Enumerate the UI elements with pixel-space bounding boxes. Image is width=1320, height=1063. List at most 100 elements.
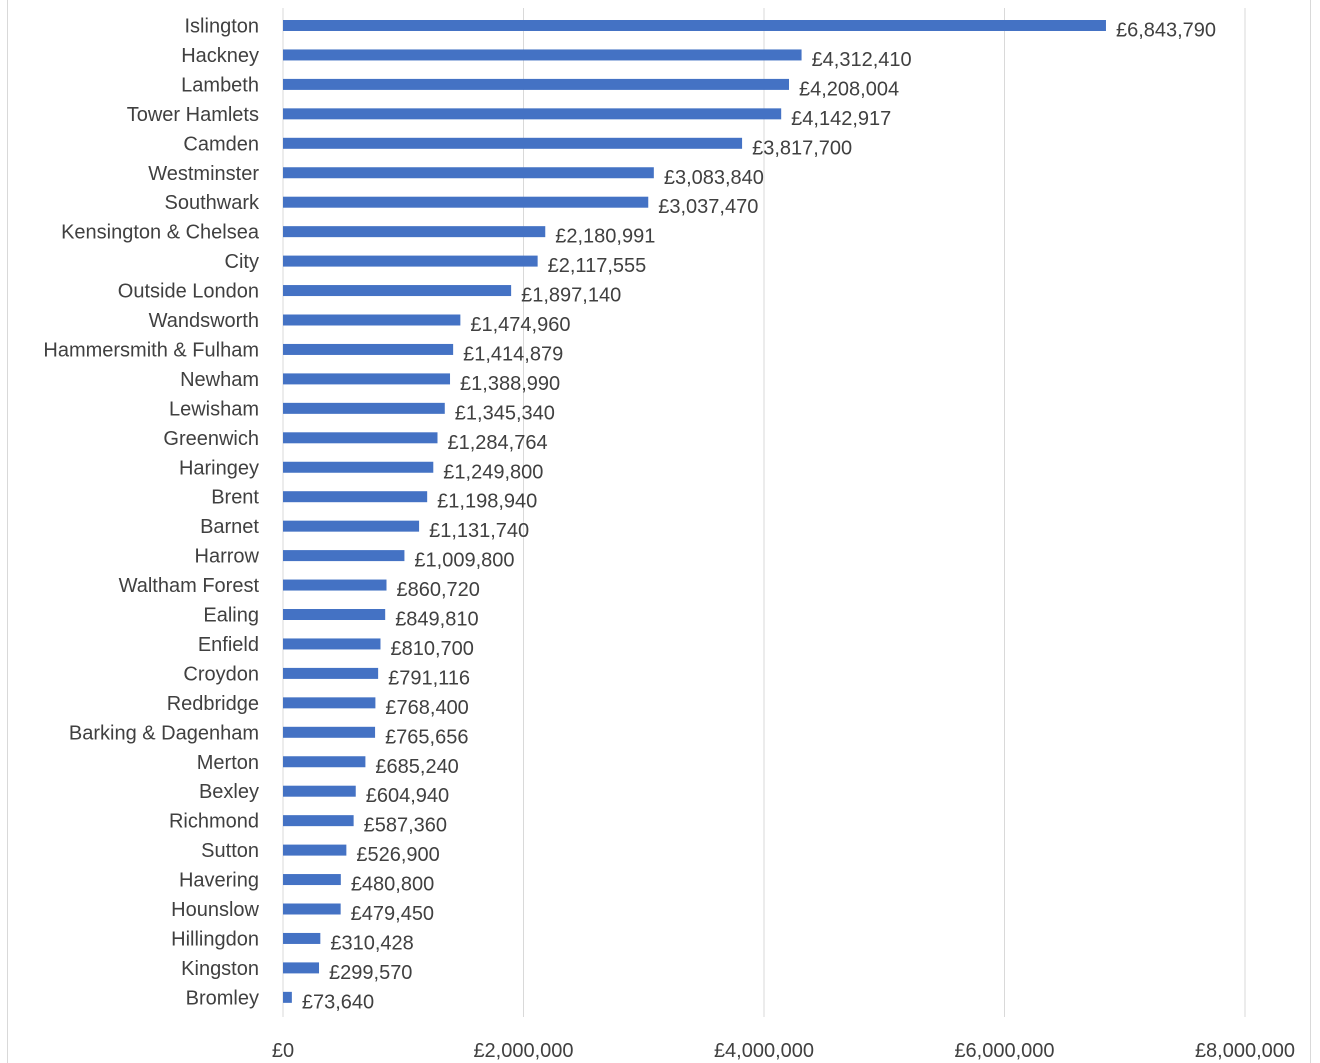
bar — [283, 991, 292, 1003]
bar — [283, 432, 438, 444]
data-label: £73,640 — [302, 991, 374, 1013]
category-label: Hammersmith & Fulham — [43, 339, 259, 361]
data-label: £1,474,960 — [470, 314, 570, 336]
category-label: Newham — [180, 369, 259, 391]
data-label: £526,900 — [356, 844, 439, 866]
data-label: £4,142,917 — [791, 108, 891, 130]
data-label: £860,720 — [397, 579, 480, 601]
category-label: City — [225, 251, 259, 273]
x-tick-label: £6,000,000 — [954, 1040, 1054, 1062]
chart-frame — [7, 0, 1311, 1063]
category-label: Lewisham — [169, 398, 259, 420]
category-label: Croydon — [183, 663, 259, 685]
category-label: Tower Hamlets — [127, 104, 259, 126]
category-label: Westminster — [148, 163, 259, 185]
category-label: Merton — [197, 752, 259, 774]
data-label: £1,009,800 — [414, 550, 514, 572]
bar — [283, 226, 546, 238]
data-label: £1,131,740 — [429, 520, 529, 542]
category-label: Bromley — [186, 987, 259, 1009]
category-label: Hounslow — [171, 899, 259, 921]
category-label: Sutton — [201, 840, 259, 862]
data-label: £1,284,764 — [447, 432, 547, 454]
bars — [283, 20, 1106, 1003]
category-label: Islington — [185, 16, 260, 38]
bar — [283, 962, 320, 974]
category-label: Greenwich — [163, 428, 259, 450]
data-label: £587,360 — [364, 815, 447, 837]
data-label: £2,180,991 — [555, 226, 655, 248]
category-label: Southwark — [165, 192, 260, 214]
bar — [283, 550, 405, 562]
bar — [283, 667, 379, 679]
bar — [283, 932, 321, 944]
category-label: Waltham Forest — [119, 575, 260, 597]
category-label: Richmond — [169, 811, 259, 833]
category-label: Haringey — [179, 457, 259, 479]
x-tick-label: £4,000,000 — [714, 1040, 814, 1062]
category-labels: Islington Hackney Lambeth Tower Hamlets Camd… — [43, 16, 260, 1010]
bar — [283, 78, 790, 90]
bar — [283, 638, 381, 650]
data-label: £310,428 — [330, 932, 413, 954]
data-label: £604,940 — [366, 785, 449, 807]
data-label: £480,800 — [351, 874, 434, 896]
data-labels: £6,843,790 £4,312,410 £4,208,004 £4,142,917… — [302, 20, 1216, 1014]
category-label: Wandsworth — [149, 310, 259, 332]
data-label: £6,843,790 — [1116, 20, 1216, 42]
bar — [283, 874, 341, 886]
bar — [283, 579, 387, 591]
x-axis-tick-labels: £0 £2,000,000 £4,000,000 £6,000,000 £8,000,0… — [272, 1040, 1295, 1062]
bar — [283, 196, 649, 208]
data-label: £1,897,140 — [521, 285, 621, 307]
data-label: £4,208,004 — [799, 78, 899, 100]
data-label: £849,810 — [395, 609, 478, 631]
bar — [283, 167, 654, 179]
data-label: £2,117,555 — [548, 255, 647, 277]
data-label: £3,037,470 — [658, 196, 758, 218]
data-label: £479,450 — [351, 903, 434, 925]
bar — [283, 785, 356, 797]
category-label: Kingston — [181, 958, 259, 980]
category-label: Bexley — [199, 781, 259, 803]
category-label: Harrow — [195, 546, 260, 568]
bar — [283, 285, 512, 297]
category-label: Lambeth — [181, 74, 259, 96]
bar — [283, 343, 454, 355]
bar — [283, 697, 376, 709]
bar — [283, 49, 802, 61]
data-label: £4,312,410 — [812, 49, 912, 71]
bar — [283, 373, 451, 385]
bar — [283, 137, 743, 149]
data-label: £791,116 — [388, 667, 470, 689]
data-label: £3,817,700 — [752, 137, 852, 159]
data-label: £810,700 — [390, 638, 473, 660]
data-label: £768,400 — [385, 697, 468, 719]
bar — [283, 491, 428, 503]
bar — [283, 609, 386, 620]
category-label: Hackney — [181, 45, 259, 67]
category-label: Barnet — [200, 516, 259, 538]
data-label: £1,414,879 — [463, 343, 563, 365]
category-label: Camden — [183, 133, 259, 155]
bar — [283, 726, 376, 738]
x-tick-label: £8,000,000 — [1195, 1040, 1295, 1062]
bar — [283, 255, 538, 267]
bar — [283, 461, 434, 473]
data-label: £299,570 — [329, 962, 412, 984]
data-label: £3,083,840 — [664, 167, 764, 189]
data-label: £685,240 — [375, 756, 458, 778]
category-label: Kensington & Chelsea — [61, 222, 260, 244]
category-label: Ealing — [203, 605, 259, 627]
data-label: £1,198,940 — [437, 491, 537, 513]
category-label: Redbridge — [167, 693, 259, 715]
category-label: Brent — [211, 487, 259, 509]
bar — [283, 314, 461, 326]
category-label: Outside London — [118, 281, 259, 303]
bar — [283, 903, 341, 915]
category-label: Barking & Dagenham — [69, 722, 259, 744]
data-label: £1,388,990 — [460, 373, 560, 395]
bar — [283, 756, 366, 768]
data-label: £765,656 — [385, 726, 468, 748]
